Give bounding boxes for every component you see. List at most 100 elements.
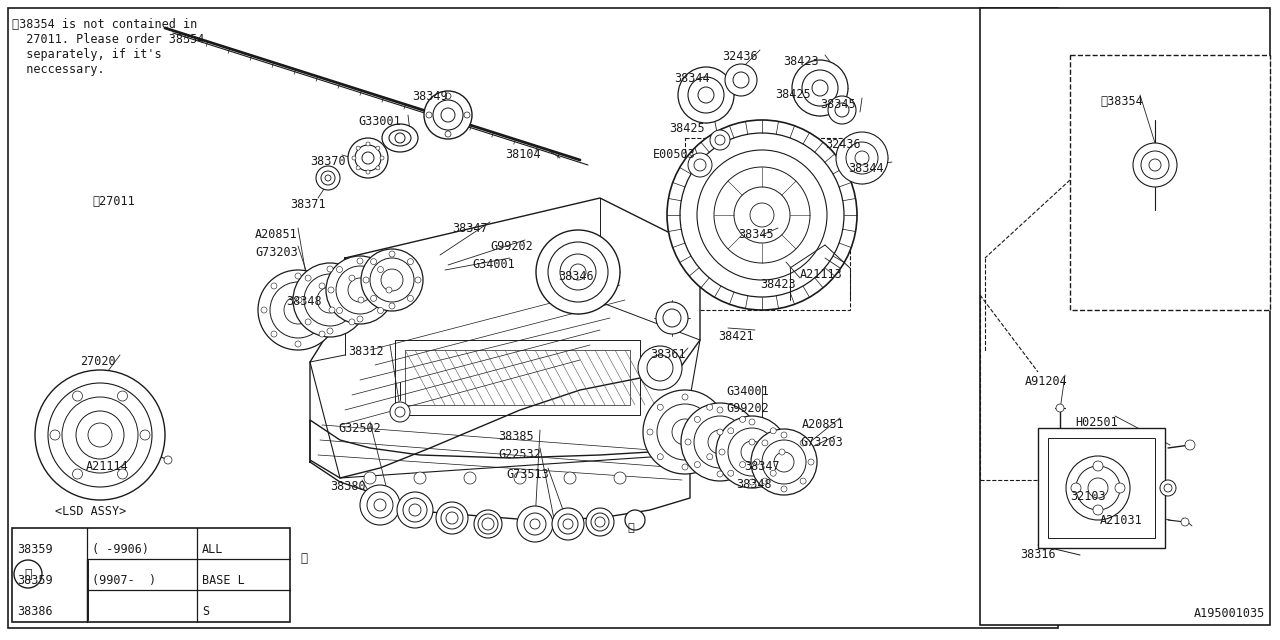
Circle shape <box>530 519 540 529</box>
Text: G34001: G34001 <box>726 385 769 398</box>
Text: 38347: 38347 <box>744 460 780 473</box>
Circle shape <box>1164 484 1172 492</box>
Circle shape <box>319 283 325 289</box>
Text: ( -9906): ( -9906) <box>92 543 148 556</box>
Circle shape <box>762 478 768 484</box>
Circle shape <box>396 407 404 417</box>
Polygon shape <box>310 198 700 478</box>
Circle shape <box>326 256 394 324</box>
Text: 32436: 32436 <box>722 50 758 63</box>
Circle shape <box>374 499 387 511</box>
Circle shape <box>657 404 713 460</box>
Circle shape <box>296 297 302 303</box>
Circle shape <box>685 439 691 445</box>
Circle shape <box>563 519 573 529</box>
Circle shape <box>694 417 700 422</box>
Circle shape <box>357 316 364 322</box>
Circle shape <box>358 297 364 303</box>
Circle shape <box>1149 159 1161 171</box>
Text: <LSD ASSY>: <LSD ASSY> <box>55 505 127 518</box>
Circle shape <box>305 319 311 325</box>
Circle shape <box>728 428 776 476</box>
Circle shape <box>356 166 360 170</box>
Circle shape <box>1056 404 1064 412</box>
Circle shape <box>49 383 152 487</box>
Circle shape <box>305 274 356 326</box>
Circle shape <box>749 439 755 445</box>
Circle shape <box>724 64 756 96</box>
Circle shape <box>741 441 763 463</box>
Text: 38423: 38423 <box>783 55 819 68</box>
Circle shape <box>733 187 790 243</box>
Bar <box>685 138 850 310</box>
Text: 38344: 38344 <box>849 162 883 175</box>
Circle shape <box>474 510 502 538</box>
Circle shape <box>707 404 713 410</box>
Circle shape <box>413 472 426 484</box>
Text: G32502: G32502 <box>338 422 380 435</box>
Circle shape <box>1115 483 1125 493</box>
Circle shape <box>646 429 653 435</box>
Circle shape <box>371 259 376 264</box>
Circle shape <box>410 504 421 516</box>
Text: 32103: 32103 <box>1070 490 1106 503</box>
Circle shape <box>774 452 794 472</box>
Bar <box>396 340 640 415</box>
Circle shape <box>678 67 733 123</box>
Circle shape <box>517 506 553 542</box>
Text: ALL: ALL <box>202 543 224 556</box>
Circle shape <box>73 391 82 401</box>
Circle shape <box>317 287 343 313</box>
Circle shape <box>465 472 476 484</box>
Text: 38349: 38349 <box>412 90 448 103</box>
Circle shape <box>771 470 776 476</box>
Text: A195001035: A195001035 <box>1194 607 1265 620</box>
Circle shape <box>407 259 413 264</box>
Text: 38346: 38346 <box>558 270 594 283</box>
Circle shape <box>591 513 609 531</box>
Circle shape <box>325 175 332 181</box>
Text: 32436: 32436 <box>826 138 860 151</box>
Circle shape <box>536 230 620 314</box>
Circle shape <box>364 472 376 484</box>
Circle shape <box>319 331 325 337</box>
Circle shape <box>800 478 806 484</box>
Text: 38316: 38316 <box>1020 548 1056 561</box>
Circle shape <box>1093 505 1103 515</box>
Circle shape <box>657 454 663 460</box>
Circle shape <box>781 486 787 492</box>
Circle shape <box>1160 480 1176 496</box>
Circle shape <box>558 514 579 534</box>
Circle shape <box>1181 518 1189 526</box>
Circle shape <box>564 472 576 484</box>
Text: 38370: 38370 <box>310 155 346 168</box>
Circle shape <box>389 303 396 309</box>
Bar <box>8 8 1059 628</box>
Circle shape <box>360 485 399 525</box>
Circle shape <box>381 269 403 291</box>
Bar <box>12 528 291 622</box>
Circle shape <box>1071 483 1082 493</box>
Circle shape <box>366 170 370 174</box>
Circle shape <box>643 390 727 474</box>
Circle shape <box>465 112 470 118</box>
Circle shape <box>376 146 380 150</box>
Text: A21114: A21114 <box>86 460 129 473</box>
Circle shape <box>415 277 421 283</box>
Circle shape <box>271 331 276 337</box>
Text: A20851: A20851 <box>255 228 298 241</box>
Circle shape <box>477 514 498 534</box>
Text: BASE L: BASE L <box>202 574 244 587</box>
Text: 38104: 38104 <box>506 148 540 161</box>
Circle shape <box>835 103 849 117</box>
Circle shape <box>88 423 113 447</box>
Circle shape <box>812 80 828 96</box>
Circle shape <box>14 560 42 588</box>
Circle shape <box>586 508 614 536</box>
Circle shape <box>754 459 760 465</box>
Ellipse shape <box>389 130 411 146</box>
Circle shape <box>762 440 768 446</box>
Text: 38361: 38361 <box>650 348 686 361</box>
Text: 38345: 38345 <box>739 228 773 241</box>
Circle shape <box>561 254 596 290</box>
